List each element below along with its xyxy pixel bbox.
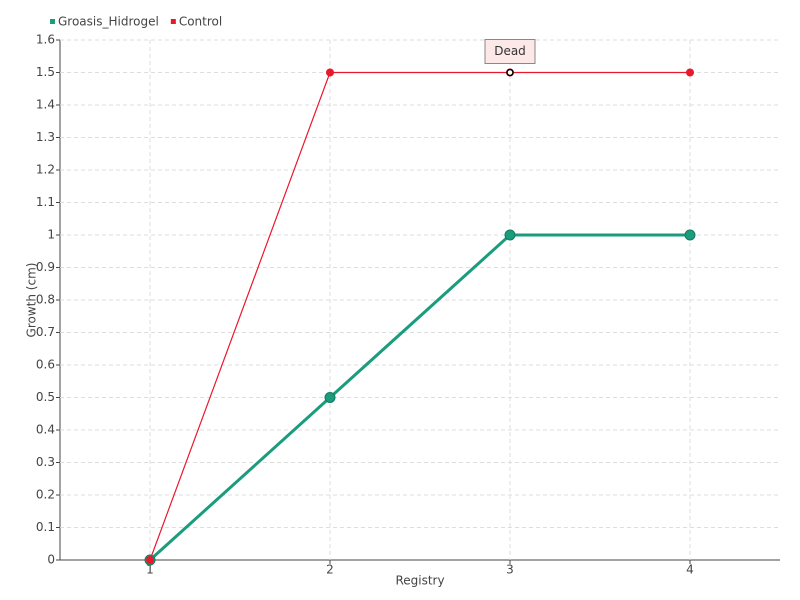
data-point xyxy=(326,68,334,77)
legend-label: Control xyxy=(179,15,222,29)
series-line xyxy=(148,233,690,562)
legend-swatch xyxy=(170,19,176,24)
y-tick-label: 0.9 xyxy=(36,260,55,274)
y-tick-label: 1.2 xyxy=(36,163,55,177)
y-tick-label: 0.8 xyxy=(36,293,55,307)
y-tick-label: 1.3 xyxy=(36,130,55,144)
legend-label: Groasis_Hidrogel xyxy=(58,15,159,29)
y-tick-label: 0.3 xyxy=(36,455,55,469)
y-tick-label: 0.6 xyxy=(36,358,55,372)
series-line xyxy=(149,71,690,561)
annotation-box xyxy=(484,39,536,64)
y-tick-label: 0.2 xyxy=(36,488,55,502)
y-tick-label: 0.1 xyxy=(36,520,55,534)
legend-swatch xyxy=(50,19,55,24)
x-tick-label: 3 xyxy=(506,563,514,577)
y-tick-label: 1.1 xyxy=(36,195,55,209)
y-tick-label: 1.5 xyxy=(36,65,55,79)
y-tick-label: 0.7 xyxy=(36,325,55,339)
annotation-text: Dead xyxy=(494,44,526,58)
data-point xyxy=(146,556,154,564)
data-point xyxy=(686,68,694,77)
y-tick-label: 0 xyxy=(47,553,55,567)
y-tick-label: 0.5 xyxy=(36,390,55,404)
y-tick-label: 1.6 xyxy=(36,33,55,47)
y-tick-label: 1.4 xyxy=(36,98,55,112)
data-point xyxy=(504,229,516,241)
x-tick-label: 4 xyxy=(686,563,694,577)
data-point xyxy=(324,392,336,403)
y-tick-label: 1 xyxy=(47,228,55,242)
x-tick-label: 2 xyxy=(326,563,334,577)
x-tick-label: 1 xyxy=(146,563,154,577)
y-tick-label: 0.4 xyxy=(36,423,55,437)
data-point xyxy=(684,229,696,241)
y-axis-label: Growth (cm) xyxy=(25,263,39,338)
annotation-marker xyxy=(506,68,514,77)
x-axis-label: Registry xyxy=(395,574,444,588)
